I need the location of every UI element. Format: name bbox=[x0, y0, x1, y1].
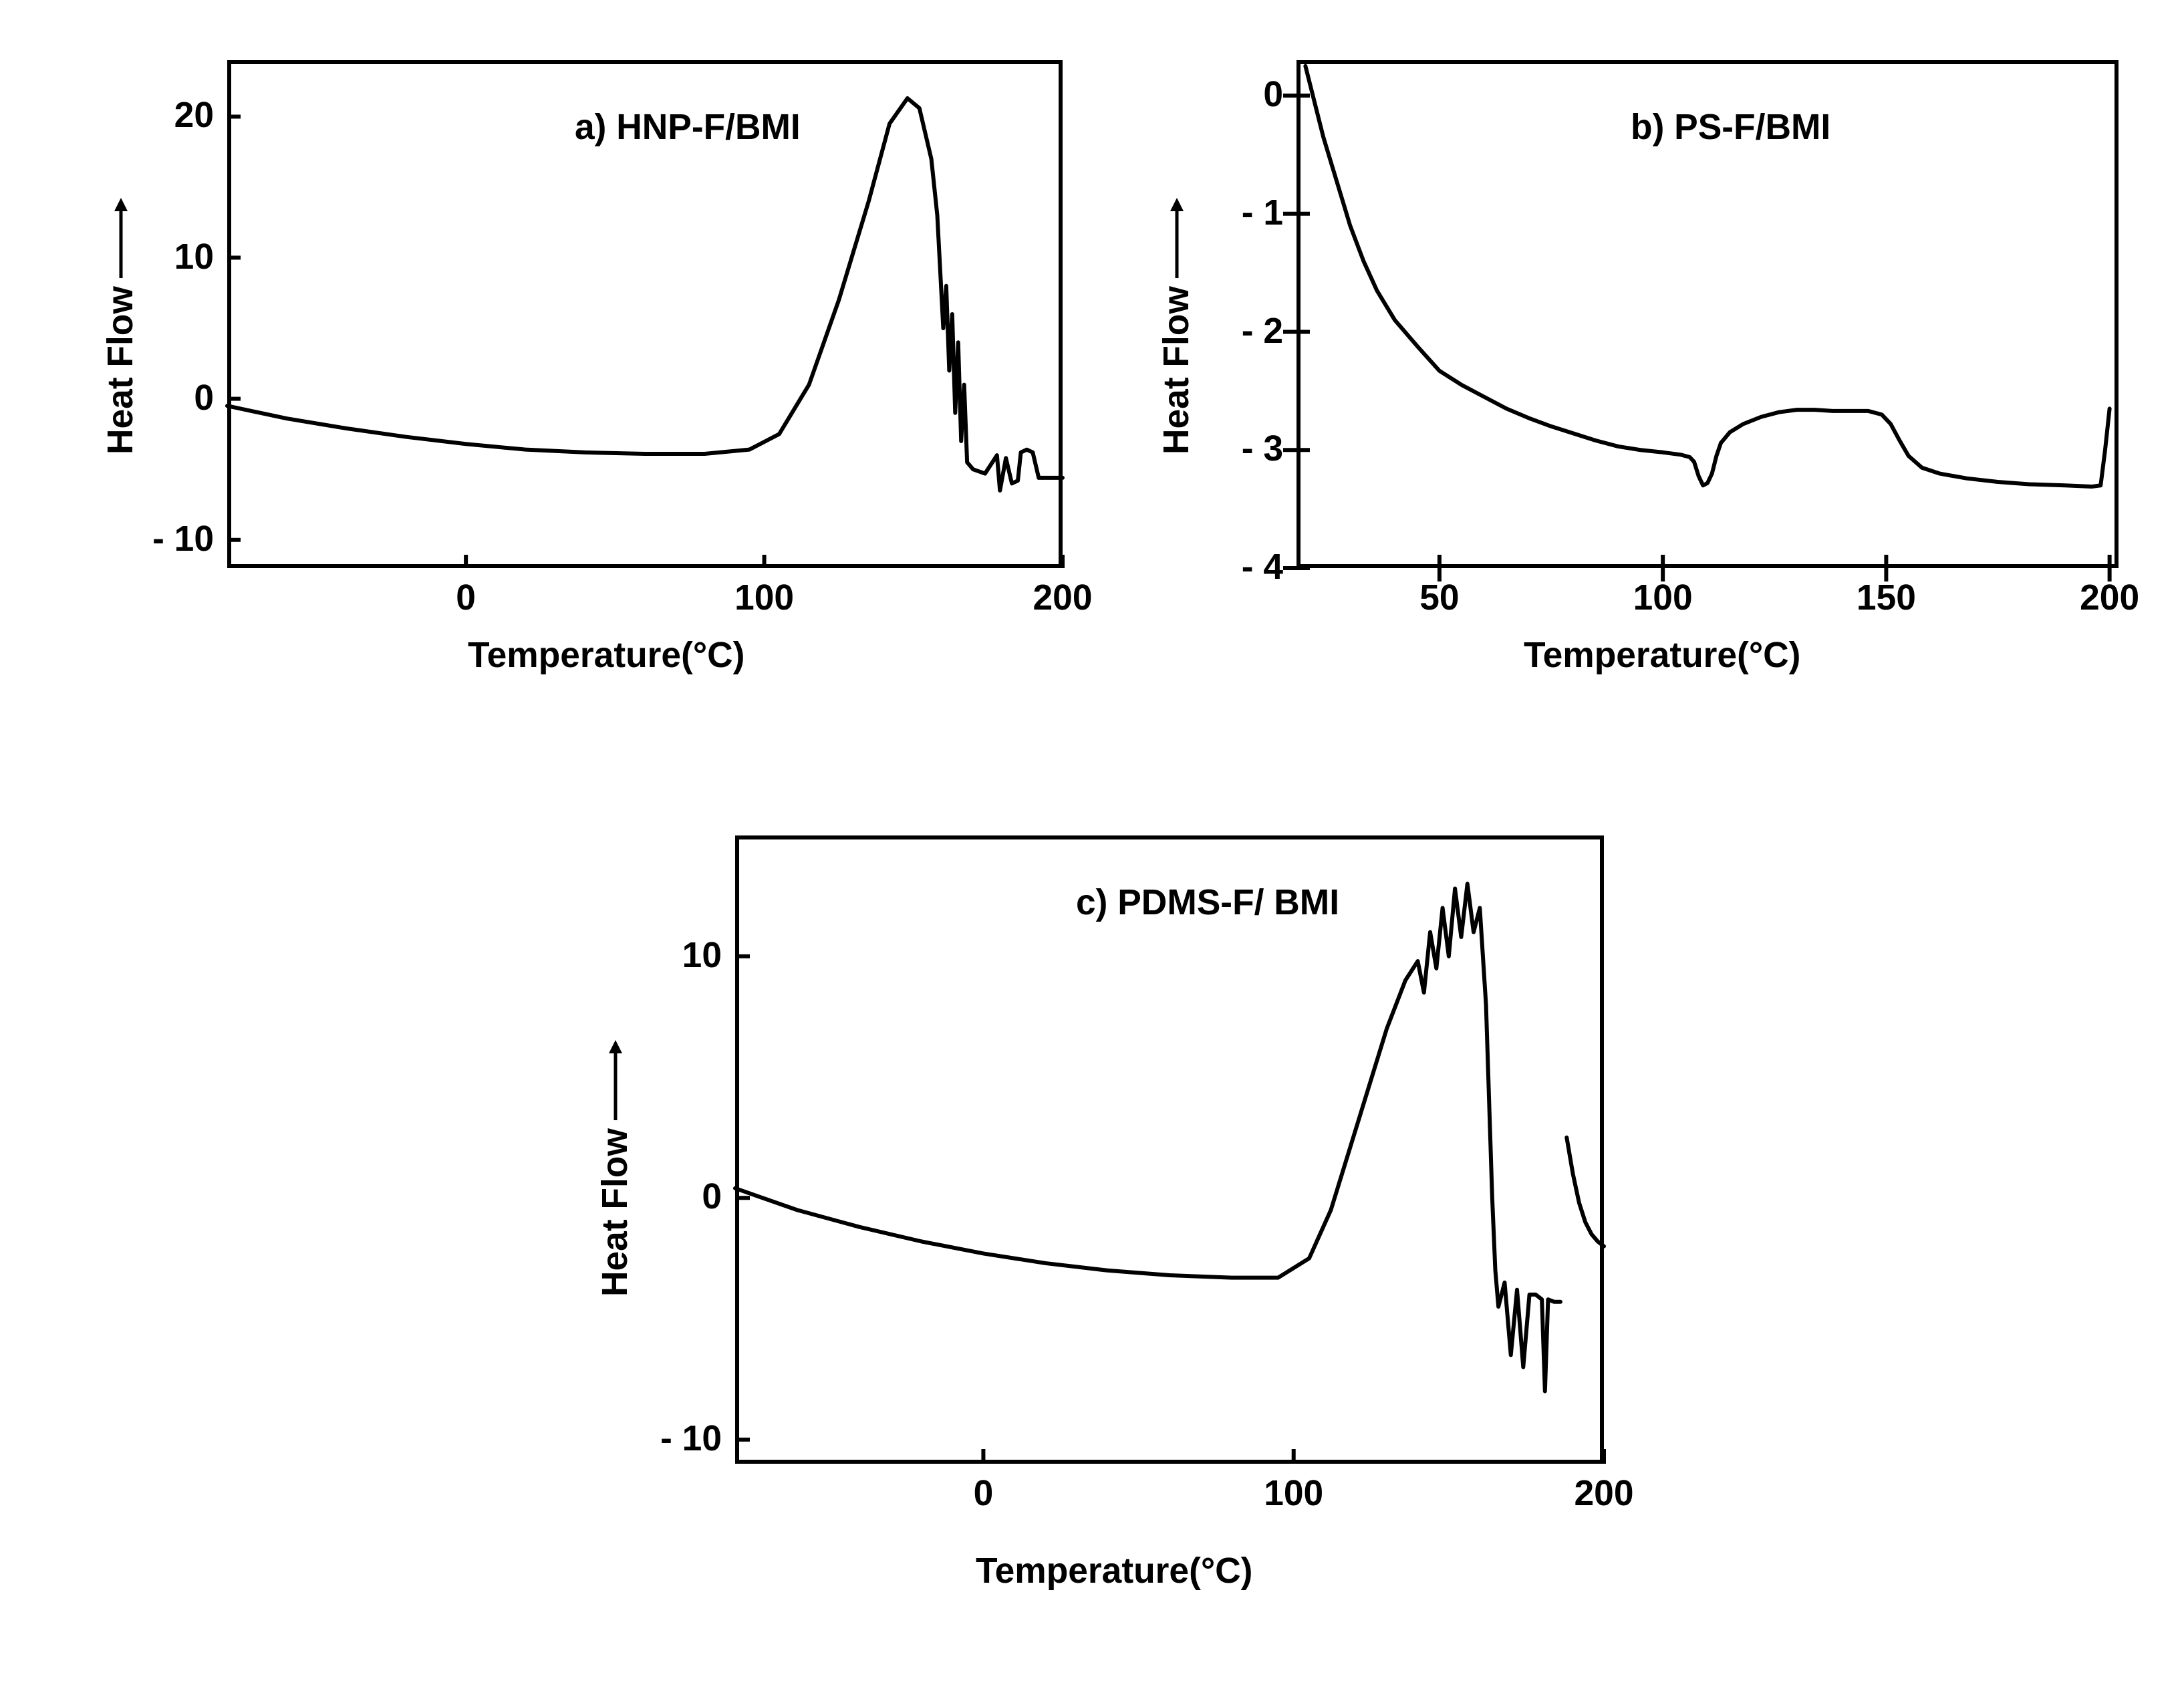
panel-b: 50 100 150 200 - 4 - 3 - 2 - 1 0 b) PS-F/BMI Heat … bbox=[1109, 27, 2152, 702]
panel-title: c) PDMS-F/ BMI bbox=[1076, 882, 1339, 923]
x-tick-label: 100 bbox=[1257, 1473, 1331, 1514]
plot-svg bbox=[735, 835, 1604, 1464]
x-tick-label: 100 bbox=[728, 577, 801, 618]
y-tick-label: 10 bbox=[622, 935, 722, 976]
panel-title: a) HNP-F/BMI bbox=[575, 107, 801, 148]
x-tick-label: 0 bbox=[429, 577, 503, 618]
y-axis-label: Heat Flow bbox=[595, 1040, 636, 1297]
x-tick-label: 0 bbox=[946, 1473, 1020, 1514]
y-axis-label: Heat Flow bbox=[100, 198, 141, 454]
x-tick-label: 50 bbox=[1403, 577, 1476, 618]
x-tick-label: 200 bbox=[2073, 577, 2147, 618]
y-tick-label: 0 bbox=[1183, 74, 1283, 115]
y-tick-label: - 4 bbox=[1183, 547, 1283, 588]
y-axis-label-text: Heat Flow bbox=[595, 1128, 636, 1297]
x-tick-label: 150 bbox=[1849, 577, 1923, 618]
y-tick-label: 0 bbox=[622, 1176, 722, 1217]
y-tick-label: - 2 bbox=[1183, 311, 1283, 352]
panel-a: 0100200- 1001020a) HNP-F/BMIHeat FlowTem… bbox=[53, 27, 1096, 702]
y-axis-label: Heat Flow bbox=[1156, 198, 1197, 454]
x-tick-label: 200 bbox=[1567, 1473, 1641, 1514]
y-tick-label: - 1 bbox=[1183, 192, 1283, 233]
data-curve bbox=[735, 884, 1560, 1391]
axis-arrow-icon bbox=[607, 1040, 624, 1120]
panel-title: b) PS-F/BMI bbox=[1631, 107, 1830, 148]
data-curve-2 bbox=[1566, 1138, 1604, 1247]
axis-arrow-icon bbox=[113, 198, 129, 278]
y-tick-label: - 3 bbox=[1183, 428, 1283, 469]
y-tick-label: 20 bbox=[114, 95, 214, 136]
y-axis-label-text: Heat Flow bbox=[100, 286, 141, 454]
x-tick-label: 200 bbox=[1026, 577, 1099, 618]
figure: 0100200- 1001020a) HNP-F/BMIHeat FlowTem… bbox=[0, 0, 2184, 1695]
x-axis-label: Temperature(°C) bbox=[468, 635, 744, 676]
axis-arrow-icon bbox=[1169, 198, 1185, 278]
y-tick-label: - 10 bbox=[114, 519, 214, 559]
y-axis-label-text: Heat Flow bbox=[1156, 286, 1197, 454]
x-axis-label: Temperature(°C) bbox=[976, 1551, 1252, 1591]
x-axis-label: Temperature(°C) bbox=[1524, 635, 1800, 676]
x-tick-label: 100 bbox=[1626, 577, 1699, 618]
y-tick-label: - 10 bbox=[622, 1418, 722, 1459]
data-curve bbox=[227, 98, 1063, 491]
panel-c: 0100200- 10010c) PDMS-F/ BMIHeat FlowTem… bbox=[548, 795, 1637, 1611]
